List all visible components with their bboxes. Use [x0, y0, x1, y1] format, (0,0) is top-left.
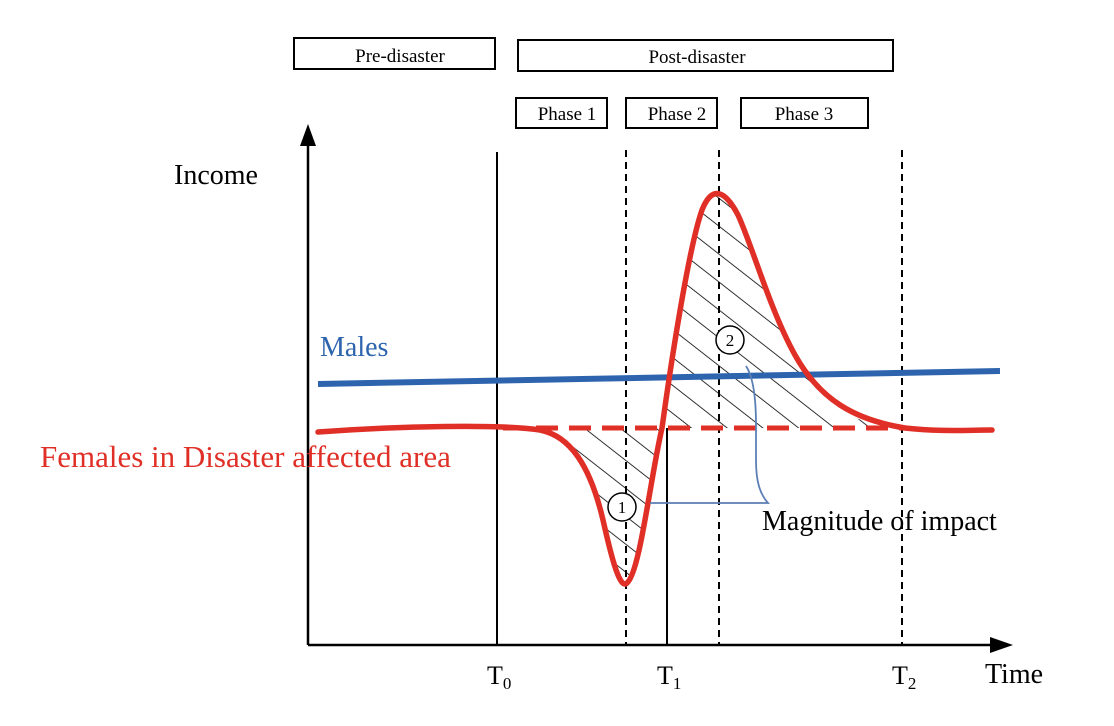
svg-text:T0: T0	[487, 661, 511, 693]
magnitude-of-impact-label: Magnitude of impact	[762, 506, 997, 537]
males-line	[317, 368, 1001, 387]
phase-3-label: Phase 3	[775, 104, 834, 125]
pre-disaster-box: Pre-disaster	[293, 37, 496, 70]
svg-text:1: 1	[618, 498, 627, 517]
males-label: Males	[320, 332, 388, 363]
marker-1: 1	[607, 492, 637, 522]
y-axis-label: Income	[174, 160, 258, 191]
svg-text:T1: T1	[657, 661, 681, 693]
females-curve	[315, 190, 995, 587]
phase-3-box: Phase 3	[740, 97, 869, 129]
x-axis	[308, 637, 1013, 653]
tick-t0: T0	[487, 661, 511, 693]
females-label: Females in Disaster affected area	[40, 439, 451, 474]
impact-bracket	[650, 365, 771, 504]
post-disaster-box: Post-disaster	[517, 39, 894, 72]
pre-disaster-label: Pre-disaster	[355, 46, 445, 67]
phase-2-label: Phase 2	[648, 104, 707, 125]
tick-t2: T2	[892, 661, 916, 693]
post-disaster-label: Post-disaster	[648, 47, 746, 68]
tick-t1: T1	[657, 661, 681, 693]
svg-text:T2: T2	[892, 661, 916, 693]
phase-2-box: Phase 2	[625, 97, 718, 129]
svg-text:2: 2	[726, 331, 735, 350]
phase-1-label: Phase 1	[538, 104, 597, 125]
marker-2: 2	[715, 325, 745, 355]
impact-area-loss	[550, 428, 662, 583]
phase-1-box: Phase 1	[515, 97, 608, 129]
x-axis-label: Time	[985, 659, 1043, 690]
y-axis	[300, 124, 316, 645]
